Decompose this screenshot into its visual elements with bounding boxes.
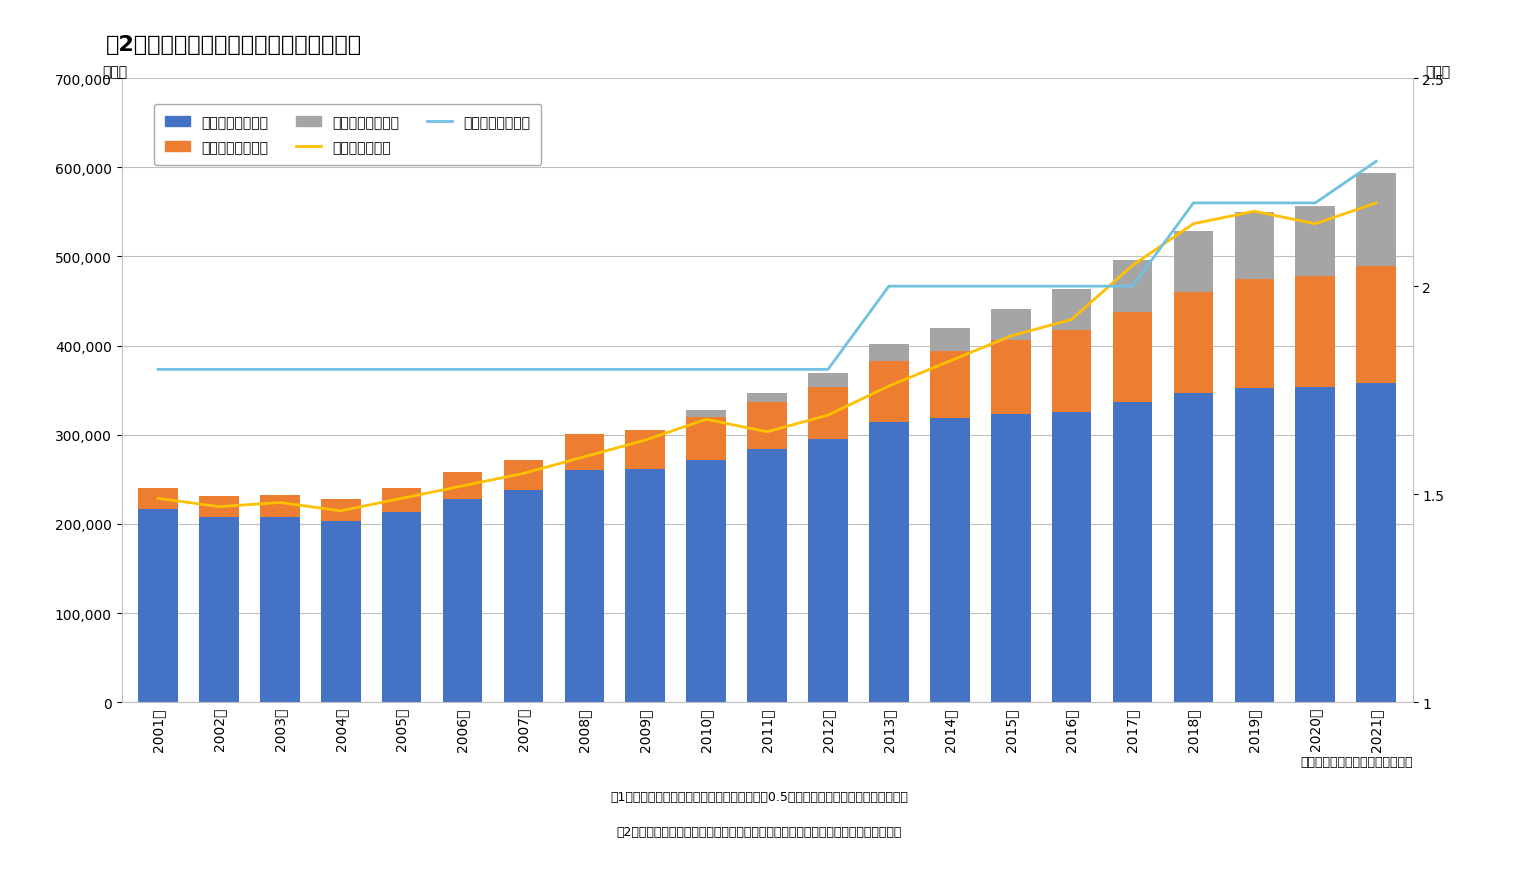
- Bar: [687, 461, 726, 702]
- Bar: [747, 450, 787, 702]
- Bar: [1113, 313, 1153, 402]
- Bar: [1356, 384, 1396, 702]
- Bar: [1174, 292, 1214, 394]
- Bar: [626, 469, 665, 702]
- Bar: [138, 510, 178, 702]
- Bar: [199, 496, 238, 517]
- Bar: [747, 402, 787, 450]
- Bar: [138, 488, 178, 510]
- Text: 注2：障害者数の集計方法、雇用義務が掛かる企業の規模は途中で変更されている。: 注2：障害者数の集計方法、雇用義務が掛かる企業の規模は途中で変更されている。: [617, 825, 902, 838]
- Bar: [321, 500, 360, 522]
- Bar: [1051, 412, 1092, 702]
- Bar: [442, 500, 483, 702]
- Bar: [1113, 402, 1153, 702]
- Bar: [1235, 389, 1274, 702]
- Bar: [626, 431, 665, 469]
- Bar: [1235, 279, 1274, 389]
- Text: 出典：厚生労働省資料を基に作成: 出典：厚生労働省資料を基に作成: [1300, 755, 1413, 768]
- Legend: 身体障害者（人）, 知的障害者（人）, 精神障害者（人）, 実雇用率（％）, 法定雇用率（％）: 身体障害者（人）, 知的障害者（人）, 精神障害者（人）, 実雇用率（％）, 法…: [155, 104, 541, 166]
- Bar: [260, 495, 299, 517]
- Bar: [747, 393, 787, 402]
- Bar: [1296, 387, 1335, 702]
- Bar: [869, 344, 908, 362]
- Text: （％）: （％）: [1425, 65, 1451, 79]
- Bar: [1296, 207, 1335, 277]
- Bar: [808, 440, 848, 702]
- Bar: [1356, 174, 1396, 266]
- Bar: [1051, 331, 1092, 412]
- Bar: [990, 310, 1030, 341]
- Bar: [930, 329, 969, 351]
- Bar: [687, 411, 726, 418]
- Text: 注1：重度者をダブルカウント、短期労働者を0.5人で計算するなどのルールがある。: 注1：重度者をダブルカウント、短期労働者を0.5人で計算するなどのルールがある。: [611, 790, 908, 803]
- Bar: [565, 470, 605, 702]
- Bar: [1235, 212, 1274, 279]
- Bar: [504, 461, 544, 491]
- Bar: [1051, 289, 1092, 331]
- Bar: [565, 434, 605, 470]
- Text: 図2：民間企業における障害者の雇用状況: 図2：民間企業における障害者の雇用状況: [106, 35, 363, 55]
- Bar: [869, 422, 908, 702]
- Bar: [990, 341, 1030, 414]
- Bar: [869, 362, 908, 422]
- Bar: [930, 418, 969, 702]
- Bar: [1296, 277, 1335, 387]
- Bar: [990, 414, 1030, 702]
- Bar: [381, 488, 421, 512]
- Bar: [808, 387, 848, 440]
- Bar: [260, 517, 299, 702]
- Bar: [687, 418, 726, 461]
- Bar: [930, 351, 969, 418]
- Bar: [1174, 232, 1214, 292]
- Text: （人）: （人）: [102, 65, 128, 79]
- Bar: [1356, 266, 1396, 384]
- Bar: [199, 517, 238, 702]
- Bar: [381, 512, 421, 702]
- Bar: [442, 472, 483, 500]
- Bar: [504, 491, 544, 702]
- Bar: [1113, 261, 1153, 313]
- Bar: [1174, 394, 1214, 702]
- Bar: [808, 374, 848, 387]
- Bar: [321, 522, 360, 702]
